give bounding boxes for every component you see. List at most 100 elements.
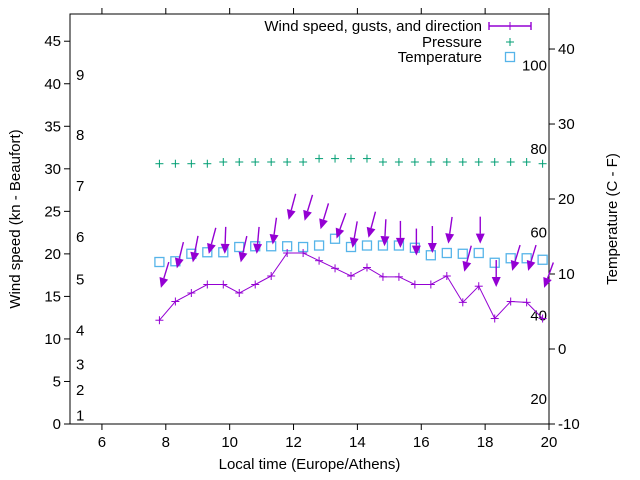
legend-label: Temperature <box>398 49 482 66</box>
kn-tick-label: 10 <box>44 331 61 348</box>
pressure-point <box>171 159 180 168</box>
gust-arrow <box>303 194 314 221</box>
wind-speed-point <box>267 271 276 280</box>
y-right-axis-title: Temperature (C - F) <box>604 153 621 285</box>
gust-arrow-shaft <box>514 244 521 262</box>
wind-speed-point <box>458 298 467 307</box>
gust-arrow-head <box>491 277 501 288</box>
kn-tick-label: 45 <box>44 33 61 50</box>
x-tick-label: 6 <box>98 434 106 451</box>
pressure-point <box>267 158 276 167</box>
wind-speed-point <box>219 280 228 289</box>
gust-arrow-shaft <box>178 241 185 259</box>
kn-tick-label: 25 <box>44 203 61 220</box>
beaufort-label: 3 <box>76 356 84 373</box>
kn-tick-label: 35 <box>44 118 61 135</box>
gust-arrow <box>366 211 377 238</box>
y-axis-right: -10 0 10 20 30 40 20 40 60 80 100 Temperature (C - … <box>522 41 621 433</box>
x-axis: 6 8 10 12 14 16 18 20 Local time (Europe/Athens) <box>98 8 558 473</box>
pressure-point <box>251 158 260 167</box>
temperature-point <box>441 247 452 259</box>
wind-gust-arrows <box>159 193 555 288</box>
kn-tick-label: 5 <box>53 373 61 390</box>
beaufort-label: 6 <box>76 229 84 246</box>
gust-arrow-shaft <box>194 235 199 253</box>
gust-arrow-head <box>475 233 485 244</box>
wind-speed-point <box>490 314 499 323</box>
gust-arrow-head <box>207 243 216 254</box>
gust-arrow-head <box>349 237 359 248</box>
x-tick-label: 18 <box>477 434 494 451</box>
gust-arrow <box>445 216 455 244</box>
kn-tick-label: 20 <box>44 246 61 263</box>
gust-arrow-shaft <box>256 226 260 244</box>
gust-arrow <box>238 235 248 263</box>
temperature-point <box>345 241 357 253</box>
fahrenheit-label: 100 <box>522 58 547 75</box>
wind-speed-point <box>362 263 371 272</box>
gust-arrow-shaft <box>322 203 330 220</box>
gust-arrow <box>269 217 279 245</box>
gust-arrow <box>286 193 297 220</box>
wind-speed-series <box>155 249 547 325</box>
wind-speed-point <box>394 272 403 281</box>
pressure-point <box>426 158 435 167</box>
wind-speed-point <box>315 256 324 265</box>
x-tick-label: 20 <box>541 434 558 451</box>
wind-speed-point <box>538 314 547 323</box>
wind-speed-point <box>426 280 435 289</box>
temperature-point <box>473 247 484 259</box>
x-axis-title: Local time (Europe/Athens) <box>219 456 401 473</box>
gust-arrow-head <box>462 260 472 272</box>
gust-arrow <box>319 203 330 230</box>
pressure-point <box>347 154 356 163</box>
pressure-point <box>490 158 499 167</box>
temperature-point <box>266 241 277 252</box>
temperature-point <box>154 256 165 268</box>
gust-arrow <box>174 241 185 269</box>
pressure-point <box>187 159 196 168</box>
gust-arrow-head <box>238 251 248 263</box>
x-tick-label: 12 <box>285 434 302 451</box>
pressure-point <box>155 159 164 168</box>
pressure-point <box>410 158 419 167</box>
pressure-point <box>299 158 308 167</box>
beaufort-label: 8 <box>76 127 84 144</box>
gust-arrow-shaft <box>224 226 227 244</box>
temperature-point <box>425 250 436 261</box>
gust-arrow-head <box>319 218 328 230</box>
gust-arrow-head <box>253 243 263 254</box>
wind-speed-point <box>283 249 292 258</box>
wind-speed-point <box>331 264 340 273</box>
temperature-point <box>361 240 373 251</box>
celsius-tick-label: 10 <box>558 266 575 283</box>
legend-pressure-marker <box>506 38 514 46</box>
temperature-point <box>202 247 213 258</box>
gust-arrow-shaft <box>384 219 387 237</box>
kn-tick-label: 0 <box>53 416 61 433</box>
beaufort-label: 1 <box>76 407 84 424</box>
x-tick-label: 16 <box>413 434 430 451</box>
pressure-point <box>538 159 547 168</box>
wind-speed-point <box>442 271 451 280</box>
gust-arrow <box>462 245 472 272</box>
legend-temperature-marker <box>504 51 516 63</box>
gust-arrow-shaft <box>370 211 377 229</box>
wind-speed-point <box>474 282 483 291</box>
pressure-point <box>331 154 340 163</box>
celsius-tick-label: 0 <box>558 341 566 358</box>
gust-arrow <box>190 235 200 263</box>
pressure-point <box>522 158 531 167</box>
wind-speed-point <box>187 289 196 298</box>
gust-arrow-head <box>510 260 520 271</box>
wind-speed-line <box>159 252 543 321</box>
pressure-point <box>474 158 483 167</box>
pressure-point <box>442 158 451 167</box>
gust-arrow-head <box>335 227 345 239</box>
fahrenheit-label: 80 <box>530 141 547 158</box>
gust-arrow-head <box>286 209 296 220</box>
gust-arrow-shaft <box>273 217 278 235</box>
gust-arrow-head <box>380 235 390 247</box>
gust-arrow <box>543 262 555 288</box>
